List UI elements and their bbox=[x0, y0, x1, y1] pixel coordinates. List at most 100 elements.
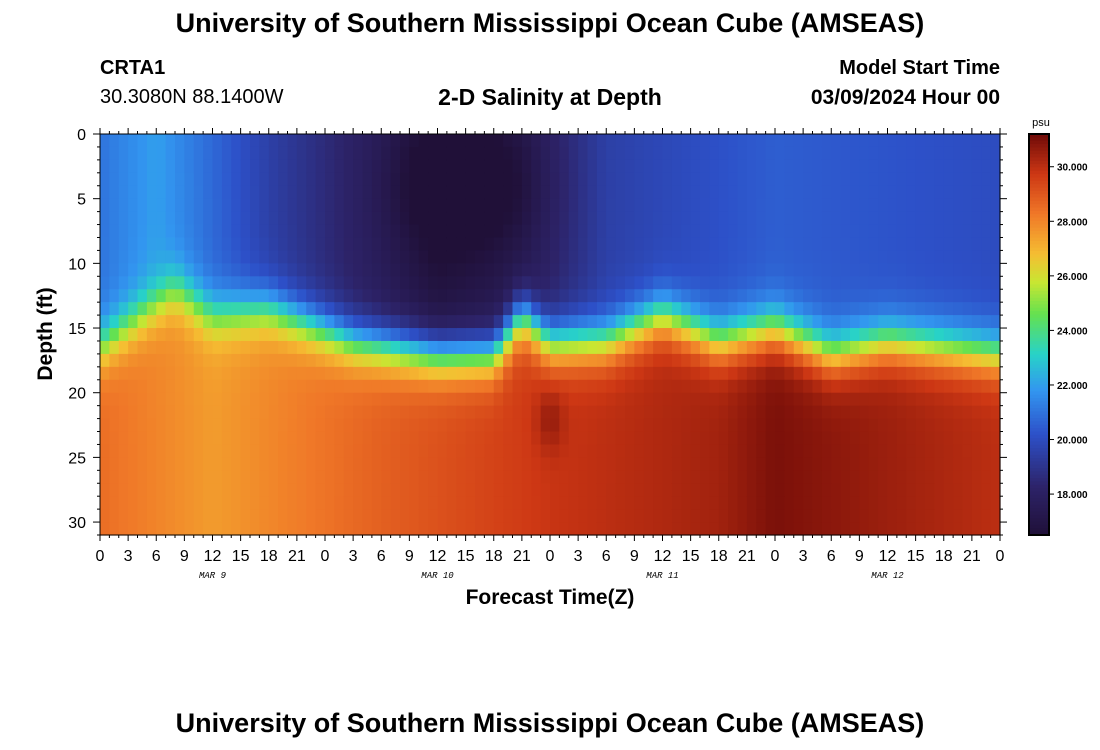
day-label: MAR 9 bbox=[199, 571, 227, 581]
heatmap-cell bbox=[943, 263, 954, 277]
heatmap-cell bbox=[550, 172, 560, 187]
heatmap-cell bbox=[353, 263, 364, 277]
heatmap-cell bbox=[681, 509, 692, 523]
heatmap-cell bbox=[662, 224, 673, 239]
colorbar-segment bbox=[1029, 281, 1049, 285]
heatmap-cell bbox=[896, 172, 907, 187]
heatmap-cell bbox=[362, 431, 373, 446]
heatmap-cell bbox=[718, 366, 729, 381]
heatmap-cell bbox=[259, 444, 270, 458]
heatmap-cell bbox=[484, 392, 495, 407]
heatmap-cell bbox=[559, 276, 570, 290]
colorbar-segment bbox=[1029, 431, 1049, 436]
heatmap-cell bbox=[587, 289, 598, 303]
heatmap-cell bbox=[503, 483, 514, 497]
heatmap-cell bbox=[118, 315, 129, 329]
heatmap-cell bbox=[503, 250, 514, 264]
heatmap-cell bbox=[353, 198, 364, 213]
heatmap-cell bbox=[971, 470, 982, 484]
heatmap-cell bbox=[559, 379, 570, 394]
heatmap-cell bbox=[250, 289, 260, 303]
heatmap-cell bbox=[550, 198, 560, 213]
heatmap-cell bbox=[831, 418, 842, 433]
heatmap-cell bbox=[184, 444, 195, 458]
heatmap-cell bbox=[334, 159, 345, 174]
heatmap-cell bbox=[615, 405, 626, 420]
heatmap-cell bbox=[943, 185, 954, 200]
heatmap-cell bbox=[109, 431, 120, 446]
heatmap-cell bbox=[446, 418, 457, 433]
heatmap-cell bbox=[512, 315, 523, 329]
heatmap-cell bbox=[812, 470, 823, 484]
heatmap-cell bbox=[990, 263, 1001, 277]
heatmap-cell bbox=[446, 146, 457, 161]
heatmap-cell bbox=[643, 198, 654, 213]
heatmap-cell bbox=[943, 211, 954, 226]
heatmap-cell bbox=[278, 444, 289, 458]
heatmap-cell bbox=[550, 522, 560, 536]
heatmap-cell bbox=[896, 276, 907, 290]
heatmap-cell bbox=[400, 418, 410, 433]
heatmap-cell bbox=[240, 224, 251, 239]
colorbar-segment bbox=[1029, 174, 1049, 178]
heatmap-cell bbox=[418, 366, 429, 381]
heatmap-cell bbox=[287, 457, 298, 471]
heatmap-cell bbox=[737, 159, 748, 174]
heatmap-cell bbox=[550, 224, 560, 239]
heatmap-cell bbox=[859, 211, 870, 226]
colorbar-segment bbox=[1029, 454, 1049, 459]
heatmap-cell bbox=[981, 366, 992, 381]
heatmap-cell bbox=[775, 470, 785, 484]
heatmap-cell bbox=[156, 315, 167, 329]
heatmap-cell bbox=[821, 315, 832, 329]
heatmap-cell bbox=[606, 431, 617, 446]
heatmap-cell bbox=[175, 496, 185, 510]
heatmap-cell bbox=[709, 405, 720, 420]
heatmap-cell bbox=[278, 146, 289, 161]
heatmap-cell bbox=[531, 392, 542, 407]
heatmap-cell bbox=[287, 340, 298, 355]
heatmap-cell bbox=[540, 431, 551, 446]
heatmap-cell bbox=[690, 431, 701, 446]
heatmap-cell bbox=[231, 509, 242, 523]
heatmap-cell bbox=[353, 146, 364, 161]
heatmap-cell bbox=[156, 496, 167, 510]
heatmap-cell bbox=[625, 185, 635, 200]
heatmap-cell bbox=[540, 315, 551, 329]
heatmap-cell bbox=[615, 224, 626, 239]
heatmap-cell bbox=[446, 185, 457, 200]
heatmap-cell bbox=[146, 483, 157, 497]
heatmap-cell bbox=[259, 211, 270, 226]
heatmap-cell bbox=[118, 224, 129, 239]
heatmap-cell bbox=[550, 185, 560, 200]
heatmap-cell bbox=[971, 444, 982, 458]
heatmap-cell bbox=[268, 289, 279, 303]
heatmap-cell bbox=[887, 444, 898, 458]
heatmap-cell bbox=[971, 224, 982, 239]
heatmap-cell bbox=[671, 302, 682, 316]
heatmap-cell bbox=[784, 496, 795, 510]
chart-title: University of Southern Mississippi Ocean… bbox=[175, 8, 925, 38]
heatmap-cell bbox=[821, 224, 832, 239]
colorbar-tick-label: 20.000 bbox=[1057, 436, 1088, 447]
station-id: CRTA1 bbox=[100, 57, 166, 79]
heatmap-cell bbox=[775, 172, 785, 187]
heatmap-cell bbox=[343, 431, 354, 446]
heatmap-cell bbox=[671, 457, 682, 471]
heatmap-cell bbox=[784, 431, 795, 446]
heatmap-cell bbox=[512, 483, 523, 497]
heatmap-cell bbox=[400, 172, 410, 187]
heatmap-cell bbox=[887, 457, 898, 471]
heatmap-cell bbox=[859, 405, 870, 420]
heatmap-cell bbox=[203, 444, 214, 458]
heatmap-cell bbox=[578, 431, 589, 446]
heatmap-cell bbox=[221, 496, 232, 510]
heatmap-cell bbox=[193, 522, 204, 536]
heatmap-cell bbox=[953, 522, 964, 536]
heatmap-cell bbox=[146, 185, 157, 200]
heatmap-cell bbox=[109, 457, 120, 471]
heatmap-cell bbox=[615, 315, 626, 329]
heatmap-cell bbox=[512, 496, 523, 510]
heatmap-cell bbox=[165, 379, 176, 394]
heatmap-cell bbox=[756, 431, 767, 446]
